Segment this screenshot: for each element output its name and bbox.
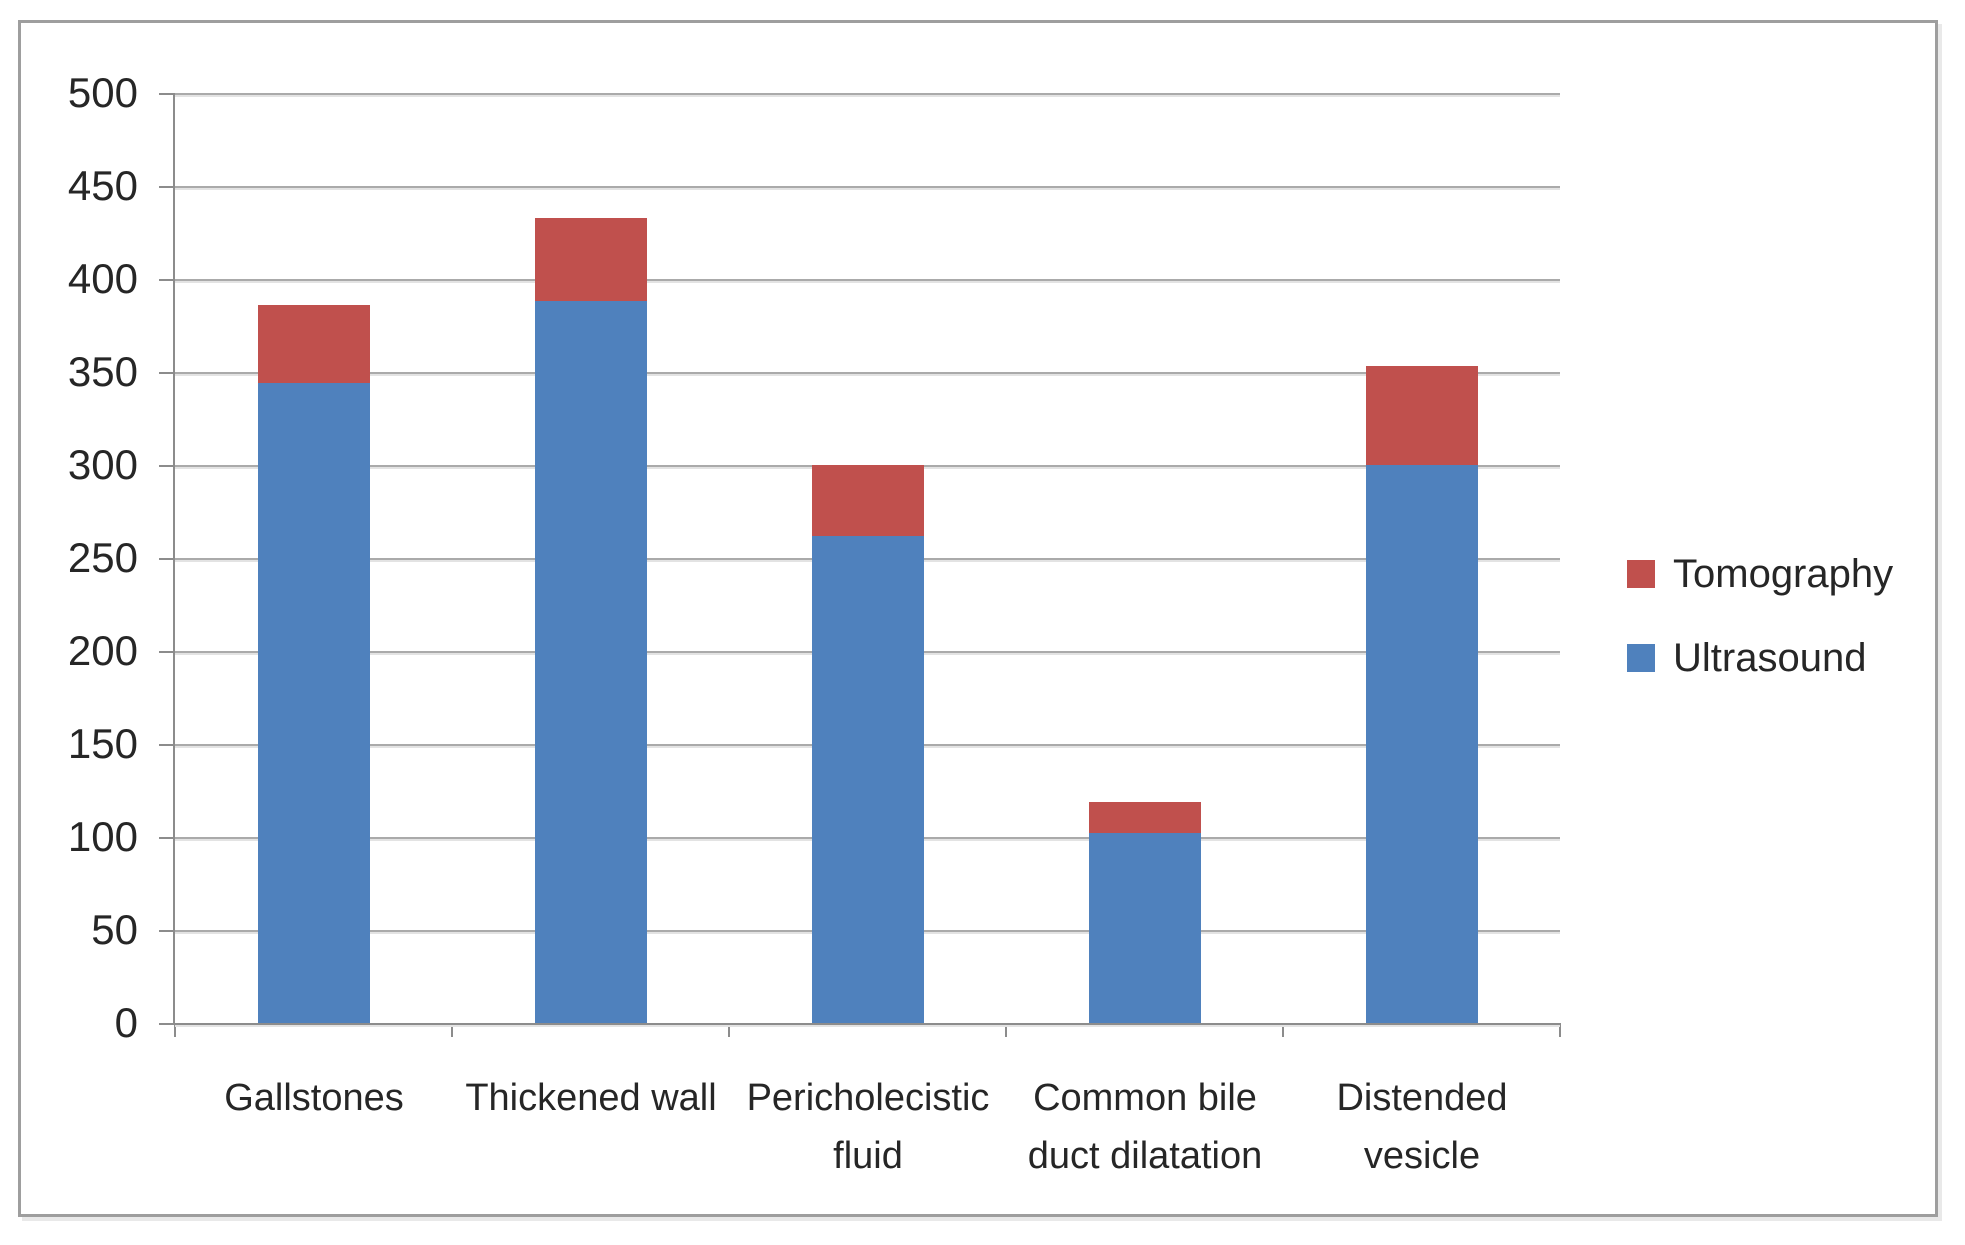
bar-segment-ultrasound bbox=[257, 383, 370, 1023]
gridline bbox=[175, 186, 1560, 188]
y-axis-tick bbox=[159, 744, 175, 746]
y-axis-tick bbox=[159, 93, 175, 95]
y-axis-tick bbox=[159, 930, 175, 932]
x-axis-tick bbox=[1282, 1023, 1284, 1037]
bar-segment-tomography bbox=[257, 305, 370, 384]
bar-segment-tomography bbox=[1365, 366, 1478, 465]
plot-area bbox=[159, 93, 1561, 1037]
legend-swatch-icon bbox=[1627, 560, 1655, 588]
x-axis-tick bbox=[728, 1023, 730, 1037]
gridline bbox=[175, 279, 1560, 281]
chart-legend: Tomography Ultrasound bbox=[1627, 551, 1893, 681]
stacked-bar-common-bile-duct-dilatation bbox=[1088, 801, 1201, 1023]
y-axis-tick bbox=[159, 372, 175, 374]
stacked-bar-pericholecistic-fluid bbox=[811, 465, 924, 1023]
legend-item-ultrasound: Ultrasound bbox=[1627, 635, 1893, 681]
x-axis-line bbox=[175, 1023, 1560, 1025]
x-axis-tick bbox=[174, 1023, 176, 1037]
stacked-bar-gallstones bbox=[257, 305, 370, 1023]
x-axis-tick bbox=[451, 1023, 453, 1037]
bar-segment-tomography bbox=[534, 217, 647, 302]
bar-segment-tomography bbox=[811, 465, 924, 536]
legend-item-tomography: Tomography bbox=[1627, 551, 1893, 597]
y-axis-line bbox=[173, 93, 175, 1025]
y-axis-tick bbox=[159, 279, 175, 281]
y-axis-tick bbox=[159, 651, 175, 653]
gridline bbox=[175, 372, 1560, 374]
legend-swatch-icon bbox=[1627, 644, 1655, 672]
bar-segment-ultrasound bbox=[1088, 833, 1201, 1023]
x-axis-category-label: Distended vesicle bbox=[1336, 1077, 1508, 1177]
y-axis-tick bbox=[159, 186, 175, 188]
legend-label: Tomography bbox=[1673, 552, 1894, 596]
y-axis-tick-label: 0 bbox=[114, 999, 138, 1046]
bar-segment-tomography bbox=[1088, 801, 1201, 834]
gridline bbox=[175, 93, 1560, 95]
y-axis-tick bbox=[159, 837, 175, 839]
y-axis-tick-label: 100 bbox=[67, 813, 138, 860]
y-axis-tick-label: 500 bbox=[67, 69, 138, 116]
y-axis-tick-label: 250 bbox=[67, 534, 138, 581]
x-axis-tick bbox=[1559, 1023, 1561, 1037]
y-axis-tick-label: 150 bbox=[67, 720, 138, 767]
y-axis-tick-label: 400 bbox=[67, 255, 138, 302]
bar-segment-ultrasound bbox=[1365, 465, 1478, 1023]
y-axis-tick bbox=[159, 558, 175, 560]
x-axis-category-label: Pericholecistic fluid bbox=[746, 1077, 990, 1177]
chart-frame: 500 450 400 350 300 250 200 150 100 50 0 Gallstone… bbox=[18, 20, 1938, 1217]
y-axis-tick bbox=[159, 465, 175, 467]
stacked-bar-distended-vesicle bbox=[1365, 366, 1478, 1023]
y-axis-tick bbox=[159, 1023, 175, 1025]
y-axis-tick-label: 350 bbox=[67, 348, 138, 395]
bar-segment-ultrasound bbox=[534, 301, 647, 1023]
bar-segment-ultrasound bbox=[811, 535, 924, 1023]
y-axis-tick-label: 200 bbox=[67, 627, 138, 674]
y-axis-tick-label: 450 bbox=[67, 162, 138, 209]
y-axis-tick-label: 300 bbox=[67, 441, 138, 488]
x-axis-category-label: Thickened wall bbox=[465, 1077, 717, 1119]
stacked-bar-thickened-wall bbox=[534, 217, 647, 1023]
x-axis-category-label: Gallstones bbox=[224, 1077, 404, 1119]
y-axis-tick-label: 50 bbox=[91, 906, 138, 953]
x-axis-tick bbox=[1005, 1023, 1007, 1037]
x-axis-category-label: Common bile duct dilatation bbox=[1027, 1077, 1263, 1177]
legend-label: Ultrasound bbox=[1673, 636, 1867, 680]
